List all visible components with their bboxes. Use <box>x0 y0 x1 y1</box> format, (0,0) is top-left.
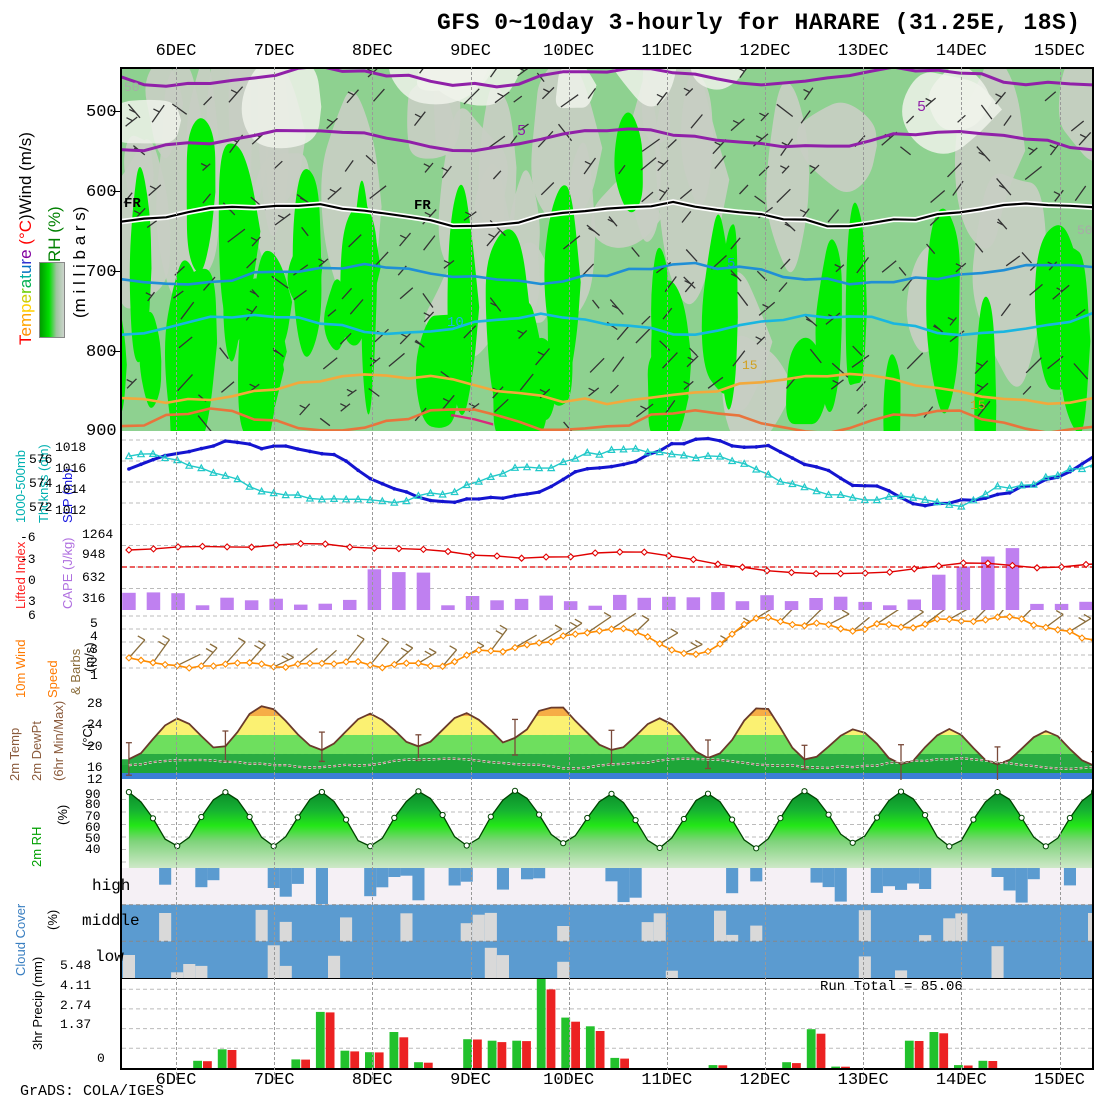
svg-text:50: 50 <box>124 80 140 95</box>
svg-text:5: 5 <box>727 256 735 272</box>
svg-text:FR: FR <box>414 198 431 214</box>
svg-text:5: 5 <box>517 123 526 140</box>
svg-text:15: 15 <box>742 358 758 373</box>
svg-text:5: 5 <box>917 99 926 116</box>
svg-text:50: 50 <box>1077 223 1092 238</box>
svg-text:FR: FR <box>124 196 141 212</box>
svg-text:15: 15 <box>970 398 986 413</box>
svg-text:10: 10 <box>447 315 464 331</box>
